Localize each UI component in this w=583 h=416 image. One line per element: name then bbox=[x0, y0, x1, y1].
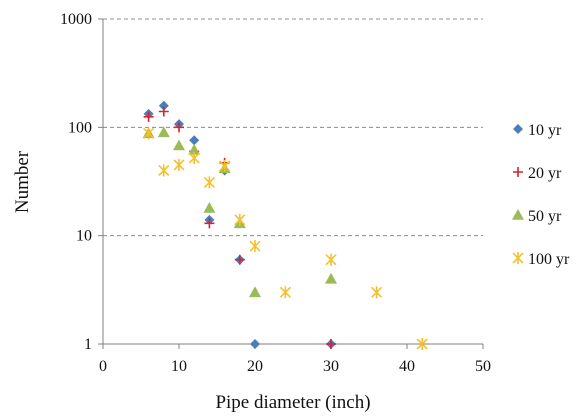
y-axis-title: Number bbox=[12, 150, 33, 213]
legend-marker bbox=[512, 209, 524, 220]
data-point-100-yr bbox=[234, 213, 246, 226]
data-point-10-yr bbox=[158, 100, 169, 111]
x-tick-label: 50 bbox=[475, 358, 491, 375]
y-tick-label: 1000 bbox=[60, 11, 92, 28]
data-point-20-yr bbox=[234, 254, 245, 265]
x-tick-label: 40 bbox=[399, 358, 415, 375]
data-point-50-yr bbox=[157, 126, 170, 138]
data-point-20-yr bbox=[174, 122, 184, 133]
data-point-100-yr bbox=[173, 158, 185, 171]
legend-label: 20 yr bbox=[528, 165, 562, 182]
data-point-20-yr bbox=[158, 106, 169, 117]
data-point-10-yr bbox=[189, 135, 200, 146]
data-point-20-yr bbox=[143, 111, 154, 122]
data-point-10-yr bbox=[250, 339, 260, 349]
legend-label: 50 yr bbox=[528, 208, 562, 225]
legend-marker bbox=[513, 124, 523, 134]
data-point-100-yr bbox=[203, 176, 215, 189]
x-axis-ticks: 0 10 20 30 40 50 bbox=[99, 344, 491, 375]
x-axis-title: Pipe diameter (inch) bbox=[215, 392, 370, 413]
data-point-50-yr bbox=[249, 286, 261, 298]
legend-marker bbox=[512, 252, 524, 264]
grid bbox=[103, 18, 483, 237]
data-point-100-yr bbox=[325, 253, 337, 266]
x-tick-label: 20 bbox=[247, 358, 263, 375]
y-axis-ticks: 1 10 100 1000 bbox=[60, 11, 103, 353]
x-tick-label: 30 bbox=[323, 358, 339, 375]
data-point-100-yr bbox=[143, 127, 155, 140]
data-point-100-yr bbox=[249, 240, 261, 253]
data-points bbox=[142, 100, 428, 350]
legend-label: 10 yr bbox=[528, 122, 562, 139]
legend-marker bbox=[513, 167, 523, 177]
data-point-100-yr bbox=[416, 338, 428, 350]
y-tick-label: 10 bbox=[76, 228, 92, 245]
data-point-50-yr bbox=[203, 202, 216, 213]
y-tick-label: 1 bbox=[84, 336, 92, 353]
data-point-100-yr bbox=[371, 286, 383, 299]
data-point-50-yr bbox=[188, 143, 201, 155]
data-point-50-yr bbox=[173, 139, 185, 151]
legend-label: 100 yr bbox=[528, 251, 570, 268]
data-point-50-yr bbox=[325, 272, 337, 284]
axes bbox=[102, 19, 483, 345]
data-point-100-yr bbox=[188, 152, 200, 165]
data-point-100-yr bbox=[279, 286, 291, 299]
x-tick-label: 10 bbox=[171, 358, 187, 375]
data-point-100-yr bbox=[219, 159, 231, 172]
legend: 10 yr 20 yr 50 yr 100 yr bbox=[512, 122, 570, 268]
x-tick-label: 0 bbox=[99, 358, 107, 375]
data-point-100-yr bbox=[158, 164, 170, 177]
y-tick-label: 100 bbox=[68, 119, 92, 136]
data-point-20-yr bbox=[204, 218, 215, 229]
data-point-20-yr bbox=[326, 339, 336, 349]
